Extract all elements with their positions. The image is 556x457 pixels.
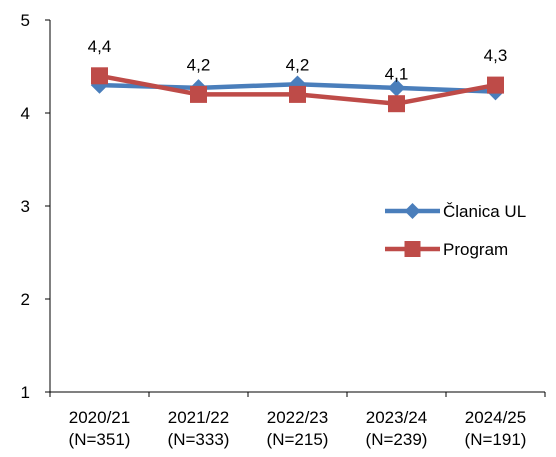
y-tick-label: 3 <box>21 197 30 216</box>
data-point <box>91 67 108 85</box>
data-label: 4,3 <box>484 46 508 65</box>
legend-item: Program <box>385 240 508 259</box>
data-label: 4,2 <box>286 55 310 74</box>
x-tick-label-line: 2020/21 <box>69 408 130 427</box>
x-tick-label: 2023/24 (N=239) <box>366 408 428 449</box>
legend-marker <box>404 241 421 257</box>
x-tick-label: 2020/21 (N=351) <box>69 408 131 449</box>
legend-item: Članica UL <box>385 202 526 221</box>
data-label: 4,4 <box>88 37 112 56</box>
y-tick-label: 5 <box>21 11 30 30</box>
data-labels: 4,4 4,2 4,2 4,1 4,3 <box>88 37 508 84</box>
data-point <box>289 85 306 103</box>
legend-label: Program <box>443 240 508 259</box>
x-tick-label: 2021/22 (N=333) <box>168 408 230 449</box>
x-tick-label-line: (N=191) <box>465 430 527 449</box>
x-tick-label-line: 2022/23 <box>267 408 328 427</box>
legend-label: Članica UL <box>443 202 526 221</box>
x-tick-label-line: 2023/24 <box>366 408 427 427</box>
y-tick-label: 4 <box>21 104 30 123</box>
series-layer <box>90 67 505 113</box>
data-point <box>487 76 504 94</box>
x-tick-label: 2024/25 (N=191) <box>465 408 527 449</box>
x-tick-label-line: (N=239) <box>366 430 428 449</box>
axes: 1 2 3 4 5 2020/21 (N=351) 2021/22 (N=333) 2022/23… <box>21 11 546 449</box>
x-tick-label: 2022/23 (N=215) <box>267 408 329 449</box>
x-tick-label-line: (N=351) <box>69 430 131 449</box>
x-tick-label-line: 2024/25 <box>465 408 526 427</box>
x-tick-label-line: 2021/22 <box>168 408 229 427</box>
y-tick-label: 1 <box>21 383 30 402</box>
x-tick-label-line: (N=215) <box>267 430 329 449</box>
data-point <box>190 85 207 103</box>
x-tick-label-line: (N=333) <box>168 430 230 449</box>
data-label: 4,1 <box>385 65 409 84</box>
data-label: 4,2 <box>187 55 211 74</box>
legend: Članica UL Program <box>385 202 526 259</box>
data-point <box>388 95 405 113</box>
legend-marker <box>404 203 421 219</box>
y-tick-label: 2 <box>21 290 30 309</box>
